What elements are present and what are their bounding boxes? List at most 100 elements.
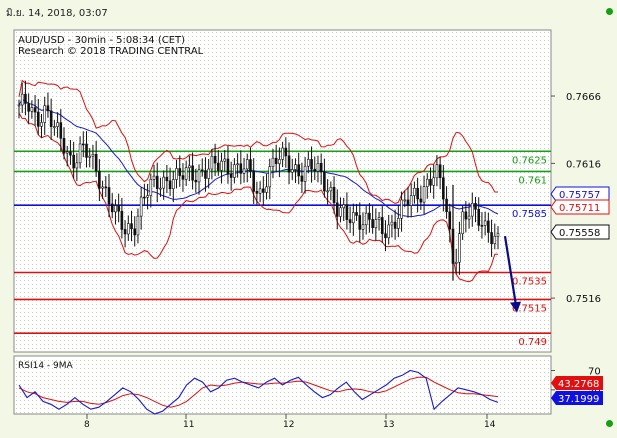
candle-body: [143, 196, 146, 199]
level-label: 0.7625: [512, 155, 547, 166]
candle-body: [271, 157, 275, 167]
candle-body: [406, 199, 410, 206]
candle-body: [184, 167, 188, 180]
candle-body: [342, 204, 345, 209]
candle-body: [49, 110, 53, 127]
candle-body: [159, 187, 162, 190]
candle-body: [467, 215, 471, 220]
candle-body: [236, 163, 239, 166]
candle-body: [104, 186, 108, 189]
candle-body: [432, 177, 436, 186]
candle-body: [445, 198, 448, 213]
candle-body: [332, 186, 336, 204]
instrument-title: AUD/USD - 30min - 5:08:34 (CET): [18, 35, 185, 46]
candle-body: [30, 107, 34, 112]
candle-body: [117, 205, 120, 212]
candle-body: [483, 220, 487, 226]
candle-body: [33, 107, 37, 113]
candle-body: [458, 233, 461, 263]
candle-body: [294, 164, 297, 170]
candle-body: [130, 223, 133, 230]
candle-body: [319, 162, 323, 173]
candle-body: [384, 233, 387, 239]
candle-body: [274, 157, 278, 164]
candle-body: [474, 203, 477, 210]
candle-body: [213, 155, 217, 164]
rsi-title: RSI14 - 9MA: [18, 361, 74, 371]
candle-body: [323, 171, 326, 192]
candle-body: [348, 219, 352, 224]
candle-body: [98, 170, 101, 189]
candle-body: [127, 223, 130, 235]
chart-timestamp: มิ.ย. 14, 2018, 03:07: [6, 8, 108, 19]
candle-body: [200, 169, 204, 172]
rsi-tag-box: [551, 391, 603, 405]
candle-body: [435, 164, 439, 179]
candle-body: [72, 154, 75, 169]
candle-body: [188, 165, 191, 169]
candle-body: [136, 215, 140, 236]
rsi-tag: 43.2768: [551, 376, 603, 390]
candle-body: [416, 187, 419, 200]
candle-body: [175, 168, 178, 180]
top-bar: มิ.ย. 14, 2018, 03:07: [0, 0, 617, 427]
level-label: 0.7585: [512, 209, 547, 220]
price-panel-grid: [14, 30, 551, 352]
candle-body: [316, 162, 320, 172]
candle-body: [162, 176, 165, 189]
candle-body: [172, 179, 175, 190]
candle-body: [245, 159, 249, 170]
rsi-tag: 37.1999: [551, 391, 603, 405]
candle-body: [20, 93, 24, 106]
candle-body: [168, 180, 172, 190]
upper-bollinger-band: [18, 79, 498, 204]
candle-body: [268, 166, 272, 188]
y-tick-label: 0.7666: [566, 92, 601, 103]
candle-body: [239, 163, 243, 174]
candle-body: [335, 202, 339, 217]
candle-body: [88, 155, 92, 158]
x-tick-label: 8: [84, 420, 90, 430]
candle-body: [40, 122, 43, 127]
price-tag: 0.75757: [550, 186, 610, 202]
candle-body: [78, 143, 82, 164]
candle-body: [53, 126, 56, 128]
candle-body: [480, 225, 484, 227]
candle-body: [487, 220, 490, 233]
candle-body: [368, 212, 371, 220]
status-dot-icon-bottom: [606, 420, 613, 427]
rsi-ma-line: [18, 376, 499, 408]
candle-body: [229, 173, 233, 178]
candle-body: [403, 199, 407, 202]
candle-body: [17, 104, 21, 107]
candle-body: [442, 177, 445, 200]
candle-body: [419, 198, 423, 203]
candle-body: [352, 212, 355, 224]
projection-arrow-shaft: [503, 235, 518, 306]
candle-body: [65, 151, 69, 154]
level-label: 0.761: [518, 175, 547, 186]
candle-body: [422, 186, 426, 203]
candle-body: [149, 179, 153, 196]
candle-body: [454, 261, 458, 264]
candle-body: [425, 178, 429, 187]
candle-body: [297, 164, 300, 177]
candle-body: [146, 195, 149, 198]
candle-body: [329, 186, 333, 192]
candle-body: [110, 203, 114, 213]
candle-body: [223, 158, 227, 162]
candle-body: [393, 221, 397, 229]
candle-body: [56, 122, 59, 127]
price-tag-label: 0.75558: [559, 228, 600, 239]
candle-body: [249, 159, 252, 172]
x-tick-label: 13: [383, 420, 394, 430]
candle-body: [258, 188, 262, 194]
candle-body: [155, 175, 159, 190]
candle-body: [252, 171, 255, 192]
candle-body: [36, 111, 40, 127]
candle-body: [139, 196, 143, 217]
projection-arrow-icon: [510, 301, 521, 313]
candle-body: [361, 224, 365, 230]
candle-body: [27, 103, 30, 112]
